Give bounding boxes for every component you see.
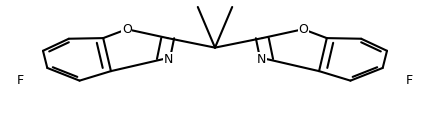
Text: O: O [298,23,308,36]
Text: N: N [257,53,266,66]
Text: O: O [122,23,132,36]
Text: F: F [406,74,413,87]
Text: F: F [17,74,24,87]
Text: N: N [164,53,173,66]
